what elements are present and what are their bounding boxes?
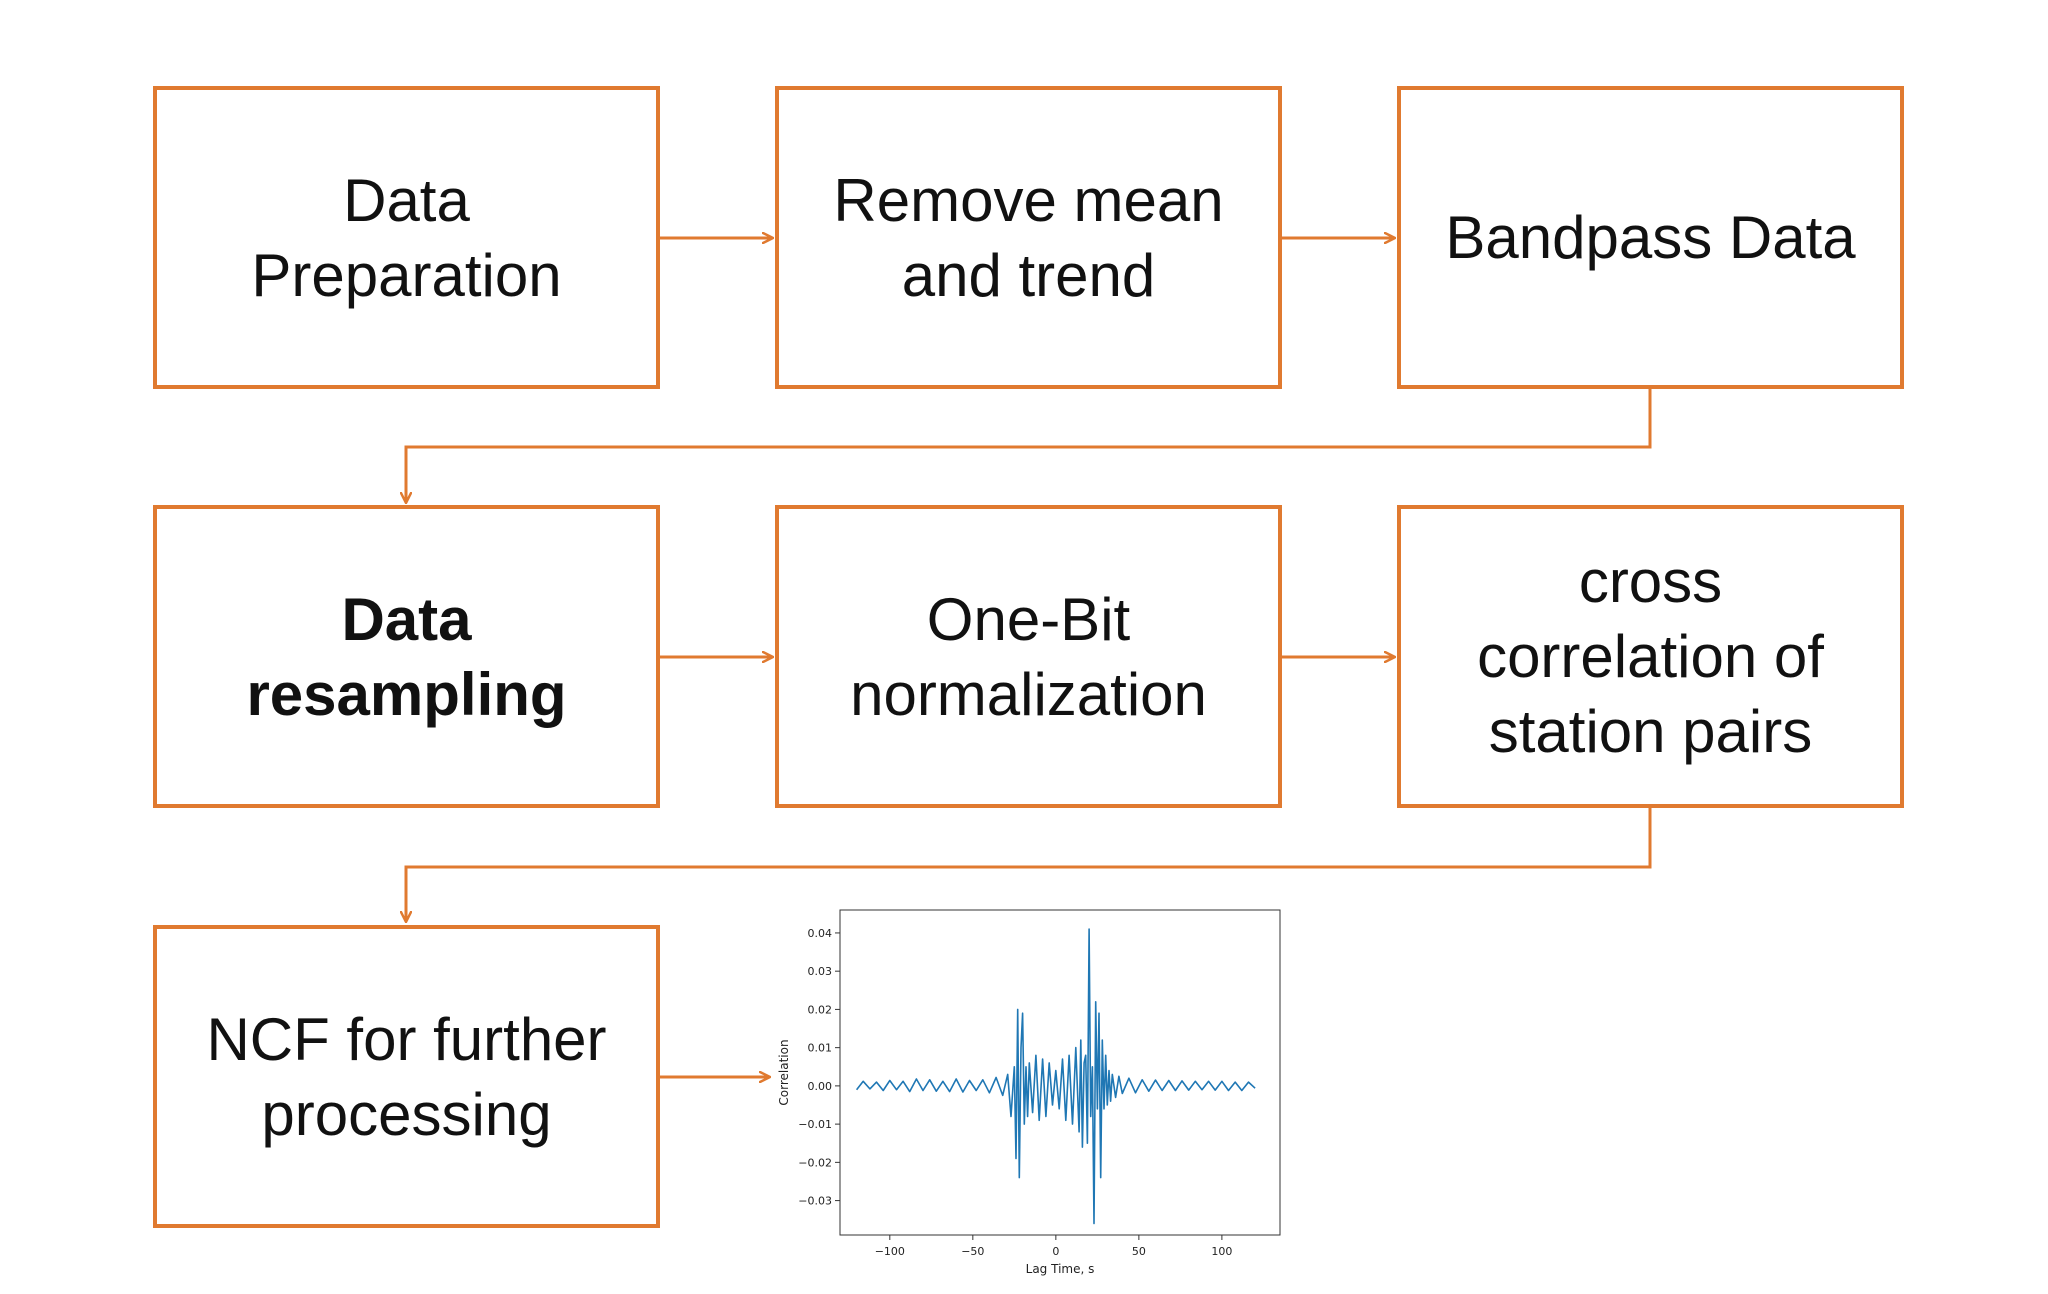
x-tick-label: −100	[875, 1245, 905, 1258]
y-tick-label: −0.03	[798, 1195, 832, 1208]
step-one-bit-normalization: One-Bit normalization	[775, 505, 1282, 808]
step-remove-mean-and-trend: Remove mean and trend	[775, 86, 1282, 389]
y-tick-label: 0.04	[808, 927, 833, 940]
step-bandpass-data: Bandpass Data	[1397, 86, 1904, 389]
y-tick-label: 0.02	[808, 1003, 833, 1016]
ncf-chart: −100 −50 0 50 100 0.04 0.03 0.02 0.01 0.00 −0.01 −0…	[777, 909, 1281, 1276]
x-tick-label: 50	[1132, 1245, 1146, 1258]
step-label: One-Bit normalization	[850, 585, 1207, 728]
step-ncf-further-processing: NCF for further processing	[153, 925, 660, 1228]
connector-arrow-6	[406, 808, 1652, 922]
series-lines	[855, 928, 1256, 1225]
y-tick-label: 0.03	[808, 965, 833, 978]
x-tick-label: 100	[1211, 1245, 1232, 1258]
connector-arrow-3	[406, 389, 1652, 503]
plot-frame	[839, 909, 1281, 1236]
step-label: Data resampling	[246, 585, 567, 728]
y-tick-label: −0.01	[798, 1118, 832, 1131]
x-tick-label: −50	[961, 1245, 984, 1258]
y-axis-label: Correlation	[777, 1039, 791, 1105]
step-label: Bandpass Data	[1445, 204, 1856, 271]
y-tick-label: −0.02	[798, 1156, 832, 1169]
step-data-resampling: Data resampling	[153, 505, 660, 808]
step-data-preparation: Data Preparation	[153, 86, 660, 389]
step-label: Data Preparation	[251, 166, 562, 309]
y-tick-label: 0.00	[808, 1080, 833, 1093]
y-tick-label: 0.01	[808, 1042, 833, 1055]
step-cross-correlation: cross correlation of station pairs	[1397, 505, 1904, 808]
step-label: Remove mean and trend	[833, 166, 1224, 309]
step-label: NCF for further processing	[206, 1005, 607, 1148]
x-tick-label: 0	[1052, 1245, 1059, 1258]
axis-ticks: −100 −50 0 50 100 0.04 0.03 0.02 0.01 0.00 −0.01 −0…	[798, 927, 1232, 1258]
step-label: cross correlation of station pairs	[1477, 548, 1824, 765]
series-line-1	[855, 928, 1256, 1225]
x-axis-label: Lag Time, s	[1026, 1262, 1095, 1276]
